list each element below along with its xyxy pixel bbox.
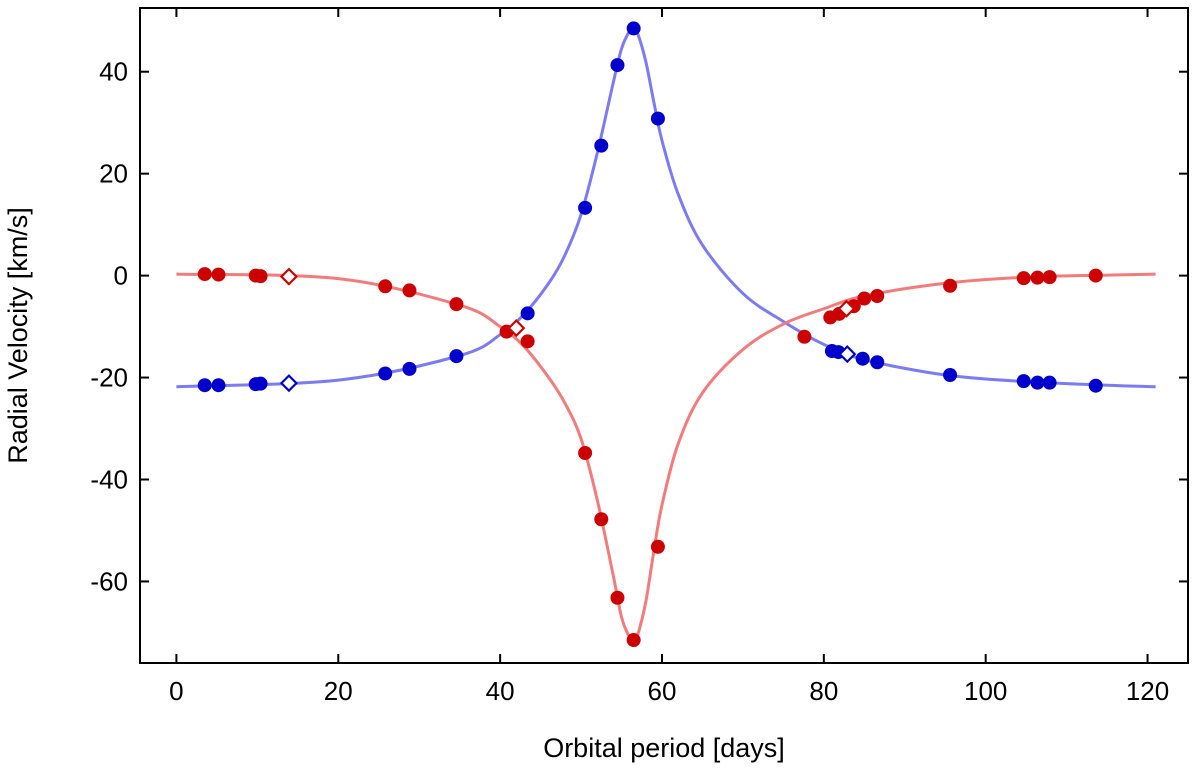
- red-component-observed-point: [378, 279, 393, 294]
- red-component-observed-point: [1030, 270, 1045, 285]
- red-component-observed-point: [797, 329, 812, 344]
- blue-component-observed-point: [610, 58, 625, 73]
- blue-component-observed-point: [520, 306, 535, 321]
- plot-frame: [139, 7, 1189, 664]
- blue-component-observed-point: [197, 378, 212, 393]
- blue-component-observed-point: [1042, 375, 1057, 390]
- x-tick-label: 60: [648, 676, 677, 706]
- blue-component-observed-point: [253, 376, 268, 391]
- x-tick-label: 120: [1126, 676, 1169, 706]
- blue-component-observed-point: [855, 351, 870, 366]
- y-axis-ticks: -60 -40 -20 0 20 40: [90, 57, 1188, 596]
- blue-component-observed-point: [650, 111, 665, 126]
- x-tick-label: 20: [324, 676, 353, 706]
- x-tick-label: 40: [486, 676, 515, 706]
- blue-component-observed-point: [578, 200, 593, 215]
- blue-component-observed-point: [1030, 375, 1045, 390]
- x-tick-label: 100: [964, 676, 1007, 706]
- y-tick-label: -20: [90, 363, 128, 393]
- blue-component-open-point: [838, 345, 857, 364]
- red-component-observed-point: [253, 269, 268, 284]
- red-component-observed-point: [610, 590, 625, 605]
- red-component-observed-point: [943, 278, 958, 293]
- blue-component-observed-point: [1088, 378, 1103, 393]
- red-component-open-point: [837, 299, 856, 318]
- blue-component-observed-point: [402, 361, 417, 376]
- blue-component-observed-point: [870, 355, 885, 370]
- y-tick-label: 0: [114, 261, 128, 291]
- x-tick-label: 80: [809, 676, 838, 706]
- red-component-observed-point: [449, 297, 464, 312]
- y-tick-label: -60: [90, 566, 128, 596]
- red-component-observed-point: [211, 267, 226, 282]
- red-component-observed-point: [1088, 268, 1103, 283]
- data-points: [197, 21, 1103, 648]
- red-component-observed-point: [1016, 271, 1031, 286]
- red-component-observed-point: [578, 445, 593, 460]
- red-component-observed-point: [594, 512, 609, 527]
- x-axis-title: Orbital period [days]: [543, 733, 785, 763]
- blue-component-observed-point: [1016, 374, 1031, 389]
- red-component-observed-point: [857, 291, 872, 306]
- red-component-observed-point: [402, 283, 417, 298]
- red-component-observed-point: [197, 267, 212, 282]
- blue-component-observed-point: [626, 21, 641, 36]
- blue-component-observed-point: [378, 366, 393, 381]
- y-axis-title: Radial Velocity [km/s]: [3, 207, 33, 464]
- red-component-observed-point: [1042, 270, 1057, 285]
- blue-component-observed-point: [943, 368, 958, 383]
- red-component-observed-point: [626, 633, 641, 648]
- y-tick-label: 40: [99, 57, 128, 87]
- blue-component-observed-point: [449, 349, 464, 364]
- blue-component-observed-point: [594, 138, 609, 153]
- red-component-open-point: [507, 319, 526, 338]
- blue-component-open-point: [279, 374, 298, 393]
- y-tick-label: -40: [90, 464, 128, 494]
- y-tick-label: 20: [99, 159, 128, 189]
- red-component-observed-point: [650, 539, 665, 554]
- red-component-observed-point: [870, 288, 885, 303]
- blue-component-observed-point: [211, 378, 226, 393]
- red-component-observed-point: [520, 334, 535, 349]
- red-component-open-point: [279, 267, 298, 286]
- x-tick-label: 0: [169, 676, 183, 706]
- x-axis-ticks: 0 20 40 60 80 100 120: [169, 8, 1169, 706]
